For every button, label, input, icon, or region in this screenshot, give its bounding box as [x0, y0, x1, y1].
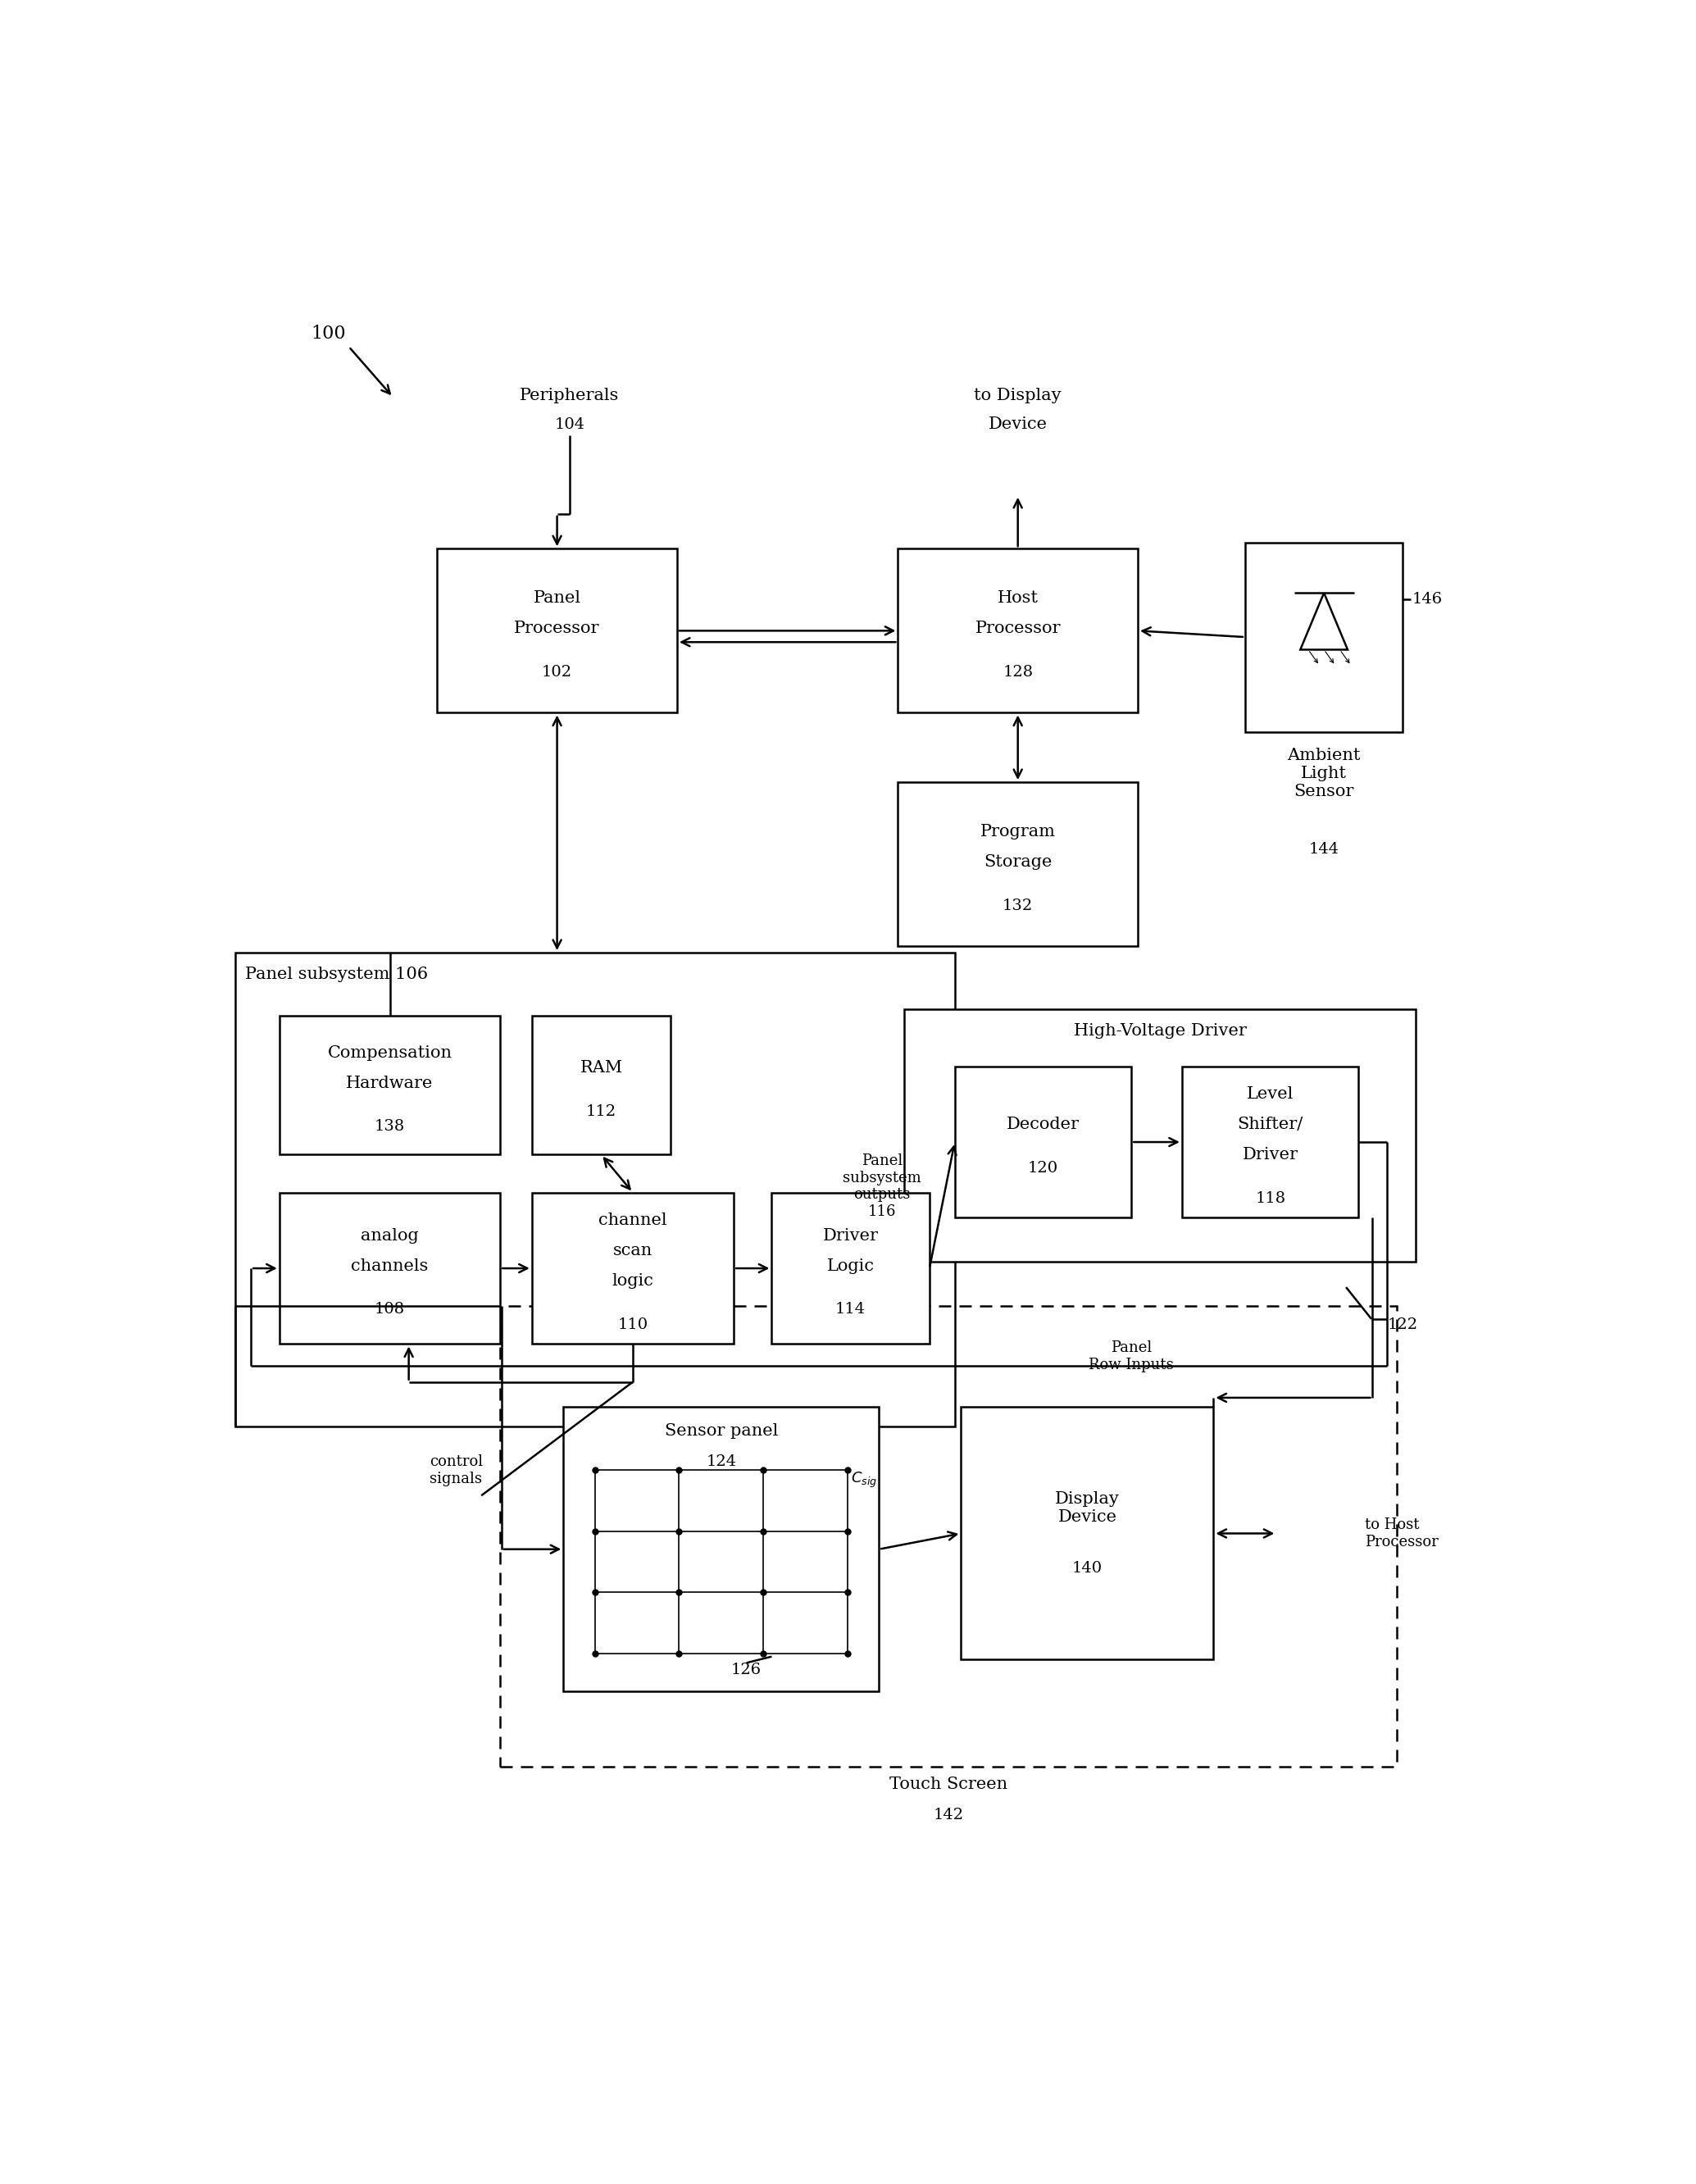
Text: 100: 100 — [310, 325, 346, 343]
Text: to Display: to Display — [974, 389, 1062, 404]
Text: Driver: Driver — [823, 1227, 879, 1243]
Text: 120: 120 — [1028, 1162, 1058, 1175]
Text: Host: Host — [997, 590, 1038, 605]
Bar — [1182, 1066, 1358, 1219]
Text: 142: 142 — [933, 1808, 963, 1824]
Bar — [897, 548, 1138, 712]
Bar — [897, 782, 1138, 946]
Text: Level: Level — [1247, 1088, 1294, 1103]
Bar — [533, 1016, 670, 1155]
Bar — [563, 1406, 879, 1690]
Text: 132: 132 — [1002, 898, 1033, 913]
Bar — [438, 548, 677, 712]
Text: scan: scan — [612, 1243, 653, 1258]
Bar — [904, 1009, 1416, 1262]
Text: 108: 108 — [375, 1302, 405, 1317]
Text: Driver: Driver — [1243, 1147, 1297, 1162]
Text: Hardware: Hardware — [346, 1075, 434, 1090]
Text: Panel
subsystem
outputs
116: Panel subsystem outputs 116 — [843, 1153, 921, 1219]
Text: Display
Device: Display Device — [1055, 1492, 1119, 1524]
Text: 104: 104 — [555, 417, 585, 432]
Text: Storage: Storage — [984, 854, 1052, 869]
Bar — [772, 1192, 929, 1343]
Bar — [500, 1306, 1396, 1767]
Text: analog: analog — [361, 1227, 419, 1243]
Text: Device: Device — [989, 417, 1048, 432]
Bar — [280, 1016, 500, 1155]
Text: channels: channels — [351, 1258, 429, 1273]
Text: Program: Program — [980, 823, 1055, 839]
Bar — [1245, 542, 1403, 732]
Text: channel: channel — [599, 1212, 667, 1227]
Text: Peripherals: Peripherals — [521, 389, 619, 404]
Text: 128: 128 — [1002, 664, 1033, 679]
Text: Logic: Logic — [828, 1258, 875, 1273]
Bar — [280, 1192, 500, 1343]
Text: RAM: RAM — [580, 1059, 622, 1077]
Text: control
signals: control signals — [429, 1455, 483, 1487]
Text: logic: logic — [612, 1273, 653, 1289]
Text: 114: 114 — [836, 1302, 865, 1317]
Text: Panel
Row Inputs: Panel Row Inputs — [1089, 1341, 1174, 1372]
Bar — [955, 1066, 1131, 1219]
Bar — [962, 1406, 1214, 1660]
Text: 110: 110 — [617, 1317, 648, 1332]
Text: 102: 102 — [541, 664, 572, 679]
Text: Processor: Processor — [975, 620, 1060, 636]
Text: 140: 140 — [1072, 1562, 1102, 1575]
Text: High-Voltage Driver: High-Voltage Driver — [1074, 1024, 1247, 1040]
Text: Compensation: Compensation — [327, 1044, 453, 1061]
Bar — [533, 1192, 734, 1343]
Text: Shifter/: Shifter/ — [1238, 1116, 1303, 1133]
Text: 138: 138 — [375, 1118, 405, 1133]
Text: 118: 118 — [1255, 1190, 1286, 1206]
Text: Decoder: Decoder — [1007, 1116, 1080, 1133]
Text: 146: 146 — [1413, 592, 1443, 607]
Text: 124: 124 — [706, 1455, 736, 1470]
Text: Panel: Panel — [533, 590, 582, 605]
Bar — [236, 952, 955, 1426]
Text: 126: 126 — [731, 1662, 762, 1677]
Text: 112: 112 — [587, 1105, 616, 1118]
Text: to Host
Processor: to Host Processor — [1365, 1518, 1438, 1548]
Text: Panel subsystem 106: Panel subsystem 106 — [244, 968, 427, 983]
Text: Touch Screen: Touch Screen — [889, 1776, 1007, 1793]
Text: Processor: Processor — [514, 620, 600, 636]
Text: 122: 122 — [1387, 1317, 1418, 1332]
Text: Sensor panel: Sensor panel — [665, 1424, 778, 1439]
Text: Ambient
Light
Sensor: Ambient Light Sensor — [1287, 747, 1360, 799]
Text: $C_{sig}$: $C_{sig}$ — [851, 1470, 877, 1489]
Text: 144: 144 — [1309, 843, 1340, 856]
